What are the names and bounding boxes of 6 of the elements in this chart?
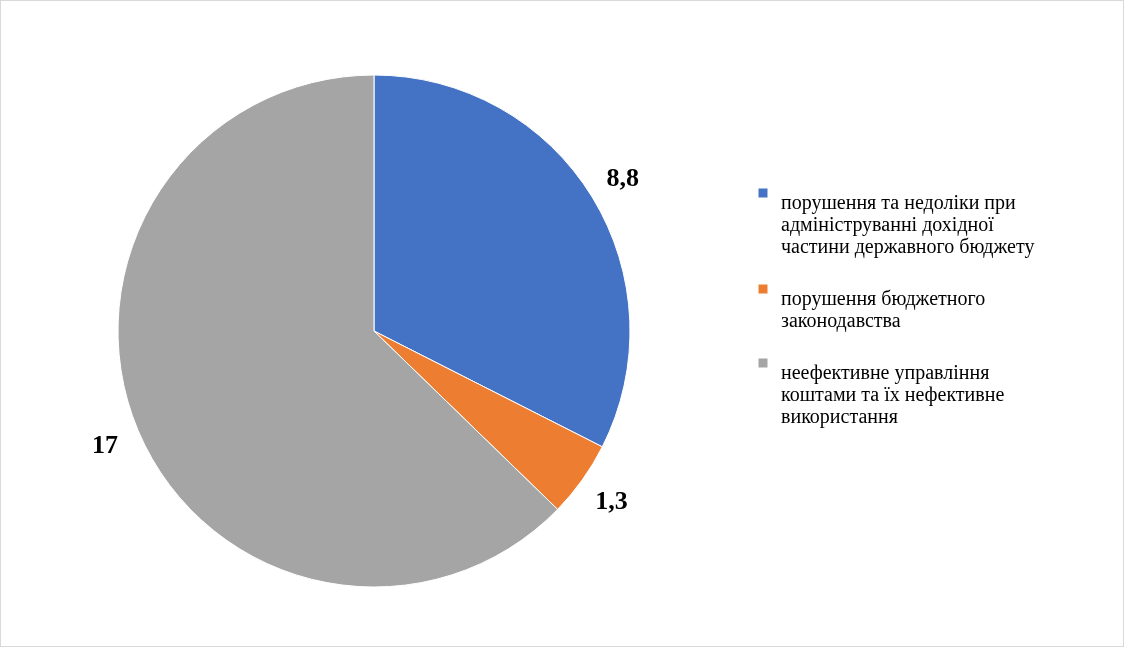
legend-label: порушення та недоліки при адмініструванні дохідної частини державного бюджету bbox=[781, 191, 1035, 258]
data-label: 1,3 bbox=[595, 485, 628, 515]
data-label: 17 bbox=[92, 429, 119, 459]
legend-label: порушення бюджетного законодавства bbox=[781, 287, 986, 332]
legend-label: неефективне управління коштами та їх нефективне використання bbox=[781, 361, 1005, 428]
data-label: 8,8 bbox=[606, 163, 640, 193]
